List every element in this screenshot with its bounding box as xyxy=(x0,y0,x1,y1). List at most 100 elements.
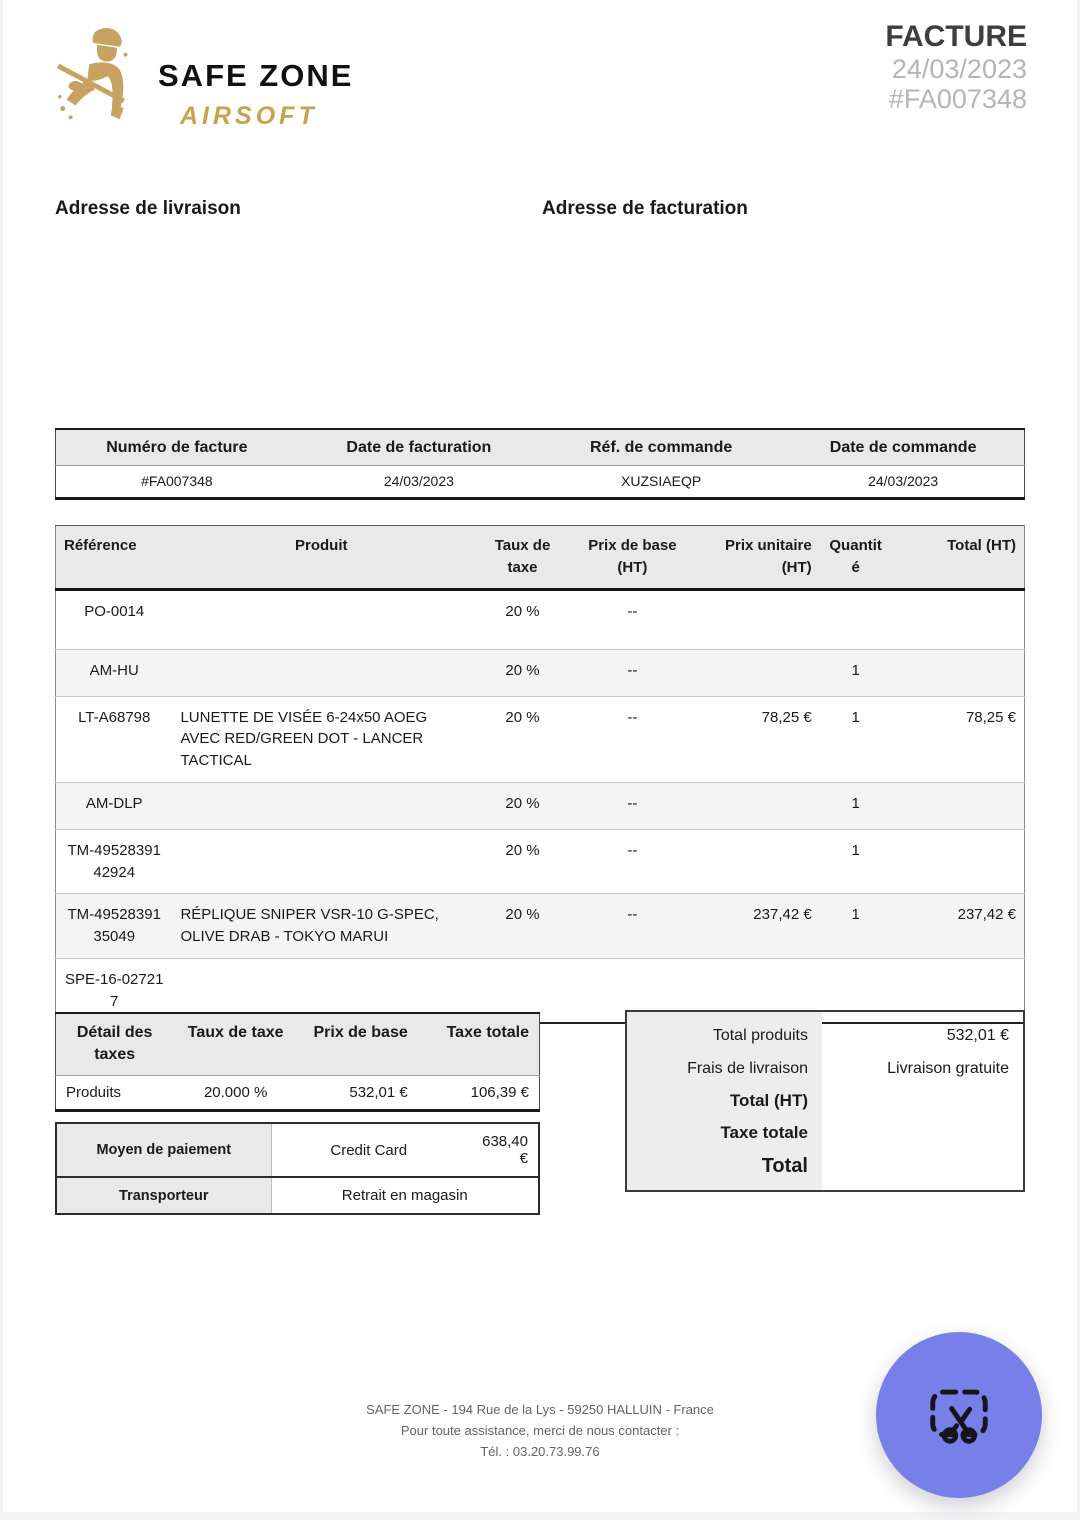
item-total xyxy=(892,589,1025,649)
item-row: TM-4952839142924 20 % -- 1 xyxy=(55,829,1025,894)
item-total: 237,42 € xyxy=(957,906,1016,924)
footer-address-line: SAFE ZONE - 194 Rue de la Lys - 59250 HA… xyxy=(366,1402,714,1417)
total-products-value: 532,01 € xyxy=(946,1027,1009,1045)
item-unit-price: 237,42 € xyxy=(753,906,812,924)
payment-amount: 638,40 € xyxy=(482,1133,528,1167)
item-reference: TM-4952839142924 xyxy=(67,841,161,881)
payment-method-value: Credit Card xyxy=(330,1141,408,1159)
tax-header-detail: Détail des taxes xyxy=(55,1013,174,1076)
info-header-order-date: Date de commande xyxy=(782,429,1025,466)
tax-header-base: Prix de base xyxy=(298,1013,418,1076)
tax-header-total: Taxe totale xyxy=(417,1013,540,1076)
item-base-price: -- xyxy=(627,708,638,726)
item-total xyxy=(892,829,1025,894)
info-header-invoice-number: Numéro de facture xyxy=(55,429,298,466)
item-product: RÉPLIQUE SNIPER VSR-10 G-SPEC, OLIVE DRA… xyxy=(180,906,439,945)
item-quantity: 1 xyxy=(851,906,860,924)
item-product xyxy=(172,589,470,649)
item-quantity: 1 xyxy=(851,794,860,812)
total-tax-value xyxy=(822,1121,1023,1145)
items-header-row: Référence Produit Taux de taxe Prix de b… xyxy=(55,525,1025,591)
soldier-silhouette-icon xyxy=(56,27,128,120)
grand-total-label: Total xyxy=(761,1154,808,1177)
carrier-value: Retrait en magasin xyxy=(341,1187,468,1204)
item-product xyxy=(172,829,470,894)
payment-method-label: Moyen de paiement xyxy=(56,1123,272,1177)
items-header-reference: Référence xyxy=(55,525,173,591)
item-unit-price xyxy=(690,649,820,696)
brand-name: SAFE ZONE xyxy=(158,58,354,93)
info-header-invoice-date: Date de facturation xyxy=(297,429,540,466)
items-header-quantity: Quantité xyxy=(819,525,892,591)
item-row: SPE-16-027217 xyxy=(56,958,1025,1023)
footer: SAFE ZONE - 194 Rue de la Lys - 59250 HA… xyxy=(0,1400,1080,1462)
item-quantity: 1 xyxy=(851,841,860,859)
tax-detail-table: Détail des taxes Taux de taxe Prix de ba… xyxy=(55,1012,540,1112)
item-tax-rate: 20 % xyxy=(505,906,540,924)
page-edge-bottom xyxy=(0,1512,1080,1520)
document-date: 24/03/2023 xyxy=(891,54,1027,84)
item-unit-price: 78,25 € xyxy=(761,708,812,726)
footer-assistance-line: Pour toute assistance, merci de nous con… xyxy=(400,1422,680,1438)
item-row: PO-0014 20 % -- xyxy=(55,589,1025,649)
item-tax-rate: 20 % xyxy=(505,708,540,726)
total-products-label: Total produits xyxy=(712,1027,808,1045)
brand-logo: SAFE ZONE AIRSOFT xyxy=(52,24,353,142)
item-base-price: -- xyxy=(627,661,638,679)
coupon-fab-button[interactable] xyxy=(876,1332,1042,1498)
item-unit-price xyxy=(690,589,820,649)
item-product: LUNETTE DE VISÉE 6-24x50 AOEG AVEC RED/G… xyxy=(180,708,428,770)
item-row: AM-DLP 20 % -- 1 xyxy=(55,782,1025,830)
item-tax-rate: 20 % xyxy=(505,661,540,679)
tax-row-base: 532,01 € xyxy=(349,1083,408,1101)
items-header-total: Total (HT) xyxy=(891,525,1025,591)
info-values-row: #FA007348 24/03/2023 XUZSIAEQP 24/03/202… xyxy=(56,466,1025,499)
item-unit-price xyxy=(690,782,820,829)
tax-row-total: 106,39 € xyxy=(470,1083,529,1101)
item-row: LT-A68798 LUNETTE DE VISÉE 6-24x50 AOEG … xyxy=(55,696,1025,783)
item-base-price: -- xyxy=(627,602,638,620)
carrier-row: Transporteur Retrait en magasin xyxy=(56,1177,539,1214)
items-header-tax-rate: Taux de taxe xyxy=(470,525,575,591)
info-value-order-ref: XUZSIAEQP xyxy=(621,473,702,489)
total-ht-value xyxy=(822,1089,1023,1113)
item-reference: PO-0014 xyxy=(84,602,145,620)
tax-header-rate: Taux de taxe xyxy=(173,1013,299,1076)
item-reference: SPE-16-027217 xyxy=(65,970,164,1010)
info-header-order-ref: Réf. de commande xyxy=(540,429,783,466)
shipping-fee-value: Livraison gratuite xyxy=(887,1059,1009,1077)
item-base-price: -- xyxy=(627,906,638,924)
items-table: Référence Produit Taux de taxe Prix de b… xyxy=(55,525,1025,1025)
item-product xyxy=(172,782,470,829)
brand-subtitle: AIRSOFT xyxy=(180,102,318,130)
items-header-product: Produit xyxy=(172,525,471,591)
info-value-invoice-number: #FA007348 xyxy=(141,473,213,489)
item-tax-rate: 20 % xyxy=(505,602,540,620)
item-total: 78,25 € xyxy=(965,708,1016,726)
tax-row: Produits 20.000 % 532,01 € 106,39 € xyxy=(56,1075,540,1110)
footer-phone-line: Tél. : 03.20.73.99.76 xyxy=(480,1443,600,1459)
item-quantity: 1 xyxy=(851,708,860,726)
item-tax-rate: 20 % xyxy=(505,794,540,812)
item-quantity xyxy=(820,589,892,649)
payment-table: Moyen de paiement Credit Card 638,40 € T… xyxy=(55,1122,540,1215)
invoice-info-table: Numéro de facture Date de facturation Ré… xyxy=(55,428,1025,500)
info-value-order-date: 24/03/2023 xyxy=(868,473,939,489)
page-edge-right xyxy=(1077,0,1080,1520)
billing-address-heading: Adresse de facturation xyxy=(542,198,748,219)
shipping-fee-label: Frais de livraison xyxy=(687,1059,808,1077)
total-tax-label: Taxe totale xyxy=(720,1123,808,1143)
info-value-invoice-date: 24/03/2023 xyxy=(383,473,454,489)
item-row: TM-4952839135049 RÉPLIQUE SNIPER VSR-10 … xyxy=(55,893,1025,959)
document-type-label: FACTURE xyxy=(885,20,1027,53)
totals-labels-panel: Total produits Frais de livraison Total … xyxy=(627,1012,822,1190)
item-unit-price xyxy=(690,829,820,894)
item-reference: AM-DLP xyxy=(85,794,143,812)
item-row: AM-HU 20 % -- 1 xyxy=(55,649,1025,696)
item-base-price: -- xyxy=(627,794,638,812)
items-header-base-price: Prix de base (HT) xyxy=(574,525,690,591)
item-quantity: 1 xyxy=(851,661,860,679)
document-meta: FACTURE 24/03/2023 #FA007348 xyxy=(885,20,1027,114)
item-reference: TM-4952839135049 xyxy=(67,906,161,945)
